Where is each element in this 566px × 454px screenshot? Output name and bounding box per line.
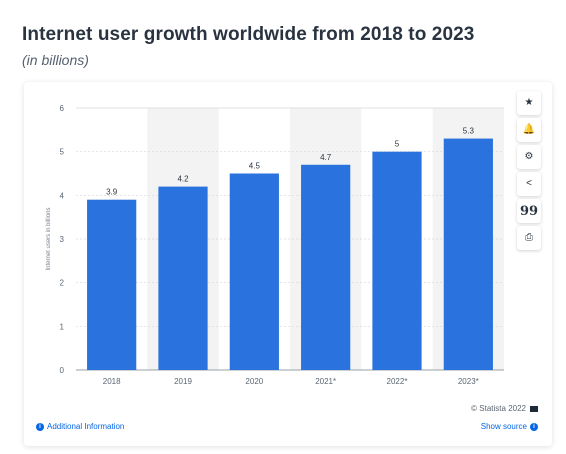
data-label: 4.7 [320, 153, 332, 162]
chart-title: Internet user growth worldwide from 2018… [22, 24, 475, 45]
x-tick-label: 2019 [174, 377, 192, 386]
data-label: 3.9 [106, 188, 118, 197]
show-source-label: Show source [480, 422, 527, 431]
additional-information-label: Additional Information [47, 422, 125, 431]
chart-subtitle: (in billions) [22, 52, 89, 68]
x-tick-label: 2021* [315, 377, 336, 386]
share-icon[interactable]: < [517, 172, 541, 196]
data-label: 4.2 [177, 175, 189, 184]
x-tick-label: 2020 [245, 377, 263, 386]
y-tick-label: 5 [60, 148, 65, 157]
quote-icon[interactable]: 99 [517, 199, 541, 223]
y-tick-label: 2 [60, 279, 65, 288]
y-tick-label: 6 [60, 104, 65, 113]
bar [443, 138, 493, 370]
info-icon: i [530, 422, 538, 431]
y-tick-label: 0 [60, 366, 65, 375]
gear-icon[interactable]: ⚙ [517, 145, 541, 169]
data-label: 5 [395, 140, 400, 149]
bar-chart: 0 1 2 3 4 5 6 3.9 2018 4.2 2019 4.5 2020 4.7 2021* 5 202… [46, 104, 504, 386]
data-label: 5.3 [463, 127, 475, 136]
y-tick-label: 4 [60, 191, 65, 200]
x-tick-label: 2022* [387, 377, 408, 386]
data-label: 4.5 [249, 162, 261, 171]
x-tick-label: 2018 [103, 377, 121, 386]
copyright-notice: © Statista 2022 [471, 404, 538, 413]
x-tick-label: 2023* [458, 377, 479, 386]
y-axis-title: Internet users in billions [46, 207, 52, 270]
bar [87, 199, 137, 370]
copyright-text: © Statista 2022 [471, 404, 526, 413]
bar [301, 164, 351, 370]
bar [158, 186, 208, 370]
y-tick-label: 3 [60, 235, 65, 244]
show-source-link[interactable]: Show source i [481, 422, 538, 431]
additional-information-link[interactable]: i Additional Information [36, 422, 124, 431]
chart-card: 0 1 2 3 4 5 6 3.9 2018 4.2 2019 4.5 2020 4.7 2021* 5 202… [24, 82, 552, 446]
bell-icon[interactable]: 🔔 [517, 118, 541, 142]
star-icon[interactable]: ★ [517, 91, 541, 115]
chart-toolbar: ★ 🔔 ⚙ < 99 ⎙ [517, 91, 543, 250]
print-icon[interactable]: ⎙ [517, 226, 541, 250]
y-tick-label: 1 [60, 322, 65, 331]
flag-icon [530, 405, 538, 412]
bar [229, 173, 279, 370]
info-icon: i [36, 422, 44, 431]
bar [372, 151, 422, 370]
